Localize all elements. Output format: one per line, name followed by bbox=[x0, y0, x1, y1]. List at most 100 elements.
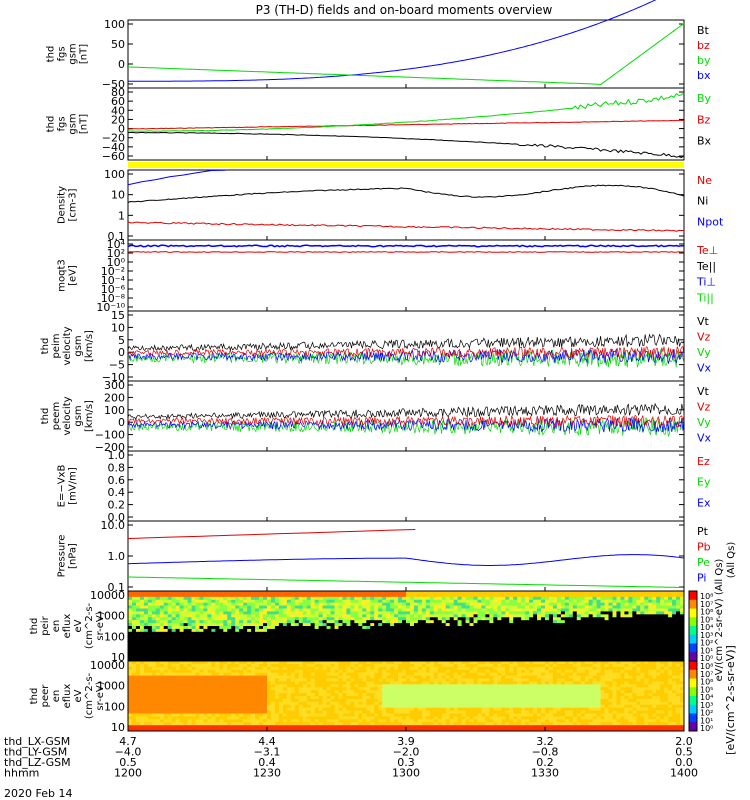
series-npot bbox=[127, 169, 226, 186]
colorbar-tick: 10² bbox=[700, 709, 713, 718]
y-tick-label: 100 bbox=[104, 404, 125, 417]
series-ni bbox=[127, 184, 685, 203]
series-pe bbox=[128, 576, 684, 588]
y-axis-label: [cm-3] bbox=[68, 188, 79, 221]
y-tick-label: −50 bbox=[102, 78, 125, 91]
y-tick-label: 0 bbox=[118, 416, 125, 429]
y-axis-label: [nPa] bbox=[68, 543, 79, 569]
y-tick-label: 0 bbox=[118, 58, 125, 71]
series-vz bbox=[127, 414, 685, 428]
y-axis-label: peir bbox=[40, 615, 51, 635]
y-tick-label: 40 bbox=[111, 104, 125, 117]
y-axis-label: peim bbox=[51, 333, 62, 358]
y-tick-label: 300 bbox=[104, 379, 125, 392]
y-axis-label: (cm^2-s- bbox=[84, 672, 95, 719]
legend-entry: Ti⊥ bbox=[696, 276, 716, 289]
date-label: 2020 Feb 14 bbox=[4, 787, 72, 800]
x-tick-label: −2.0 bbox=[393, 746, 420, 759]
y-tick-label: 1 bbox=[118, 209, 125, 222]
y-tick-label: 80 bbox=[111, 86, 125, 99]
colorbar-tick: 10¹ bbox=[700, 646, 713, 655]
colorbar-qs-label: (All Qs) bbox=[726, 542, 737, 579]
x-tick-label: 2.0 bbox=[675, 735, 693, 748]
chart-title: P3 (TH-D) fields and on-board moments ov… bbox=[256, 3, 553, 17]
y-axis-label: en bbox=[51, 690, 62, 703]
y-tick-label: 10⁴ bbox=[107, 238, 126, 251]
panel-pressure: 10.0 1.0 0.1 Pressure [nPa] Pt Pb Pe Pi bbox=[57, 519, 711, 594]
y-tick-label: −10 bbox=[102, 371, 125, 384]
y-axis-label: [km/s] bbox=[84, 330, 95, 362]
y-tick-label: 10 bbox=[111, 721, 125, 734]
y-tick-label: 10 bbox=[111, 651, 125, 664]
y-axis-label: (cm^2-s- bbox=[84, 602, 95, 649]
legend-entry: Vy bbox=[697, 416, 711, 429]
series-vt bbox=[127, 402, 685, 421]
panel-frame bbox=[127, 19, 685, 89]
panel-efield: 1.00.80.60.40.20.0 E=−VxB [mV/m] Ez Ey Ex bbox=[57, 449, 711, 524]
legend-entry: Bt bbox=[697, 24, 710, 37]
y-axis-label: [nT] bbox=[79, 114, 90, 134]
y-axis-label: thd bbox=[29, 618, 40, 635]
legend-entry: Bz bbox=[697, 113, 711, 126]
series-vy bbox=[127, 416, 685, 437]
y-tick-label: 0.4 bbox=[108, 486, 126, 499]
y-tick-label: 0 bbox=[118, 346, 125, 359]
y-tick-label: 15 bbox=[111, 309, 125, 322]
x-axis-table: thd_LX-GSM 4.7 4.4 3.9 3.2 2.0 thd_LY-GSM −4.0 −… bbox=[4, 735, 698, 800]
y-axis-label: [eV] bbox=[68, 265, 79, 286]
y-axis-label: eV bbox=[73, 689, 84, 702]
y-axis-label: [km/s] bbox=[84, 400, 95, 432]
spectrogram-peir bbox=[128, 591, 685, 662]
legend-entry: bx bbox=[697, 69, 711, 82]
y-tick-label: 1000 bbox=[97, 610, 125, 623]
x-tick-label: 1200 bbox=[114, 767, 142, 780]
y-tick-label: 10² bbox=[107, 247, 125, 260]
colorbar-tick: 10⁵ bbox=[700, 615, 713, 624]
x-tick-label: 4.7 bbox=[119, 735, 137, 748]
legend-entry: Vx bbox=[697, 362, 712, 375]
series-vz bbox=[127, 345, 685, 360]
colorbar-tick: 10⁶ bbox=[700, 608, 713, 617]
y-tick-label: −60 bbox=[102, 150, 125, 163]
y-tick-label: 1000 bbox=[97, 680, 125, 693]
x-tick-label: 1300 bbox=[392, 767, 420, 780]
y-axis-label: gsm bbox=[68, 43, 79, 64]
legend-entry: Vx bbox=[697, 432, 712, 445]
series-vt bbox=[127, 333, 685, 352]
x-tick-label: 0.4 bbox=[258, 756, 276, 769]
colorbar-label: [eV/(cm^2-s-sr-eV)] bbox=[724, 645, 737, 755]
y-tick-label: 10⁻² bbox=[101, 265, 125, 278]
series-vx bbox=[127, 348, 685, 364]
panel-fgs-gsm: 100 50 0 −50 thd fgs gsm [nT] Bt bz by bx bbox=[46, 0, 711, 91]
y-tick-label: 5 bbox=[118, 334, 125, 347]
legend-entry: bz bbox=[697, 39, 710, 52]
y-tick-label: 0.0 bbox=[108, 511, 126, 524]
colorbar-overlay-label: eV/(cm^2-sr-eV) (All Qs) bbox=[714, 559, 725, 682]
y-tick-label: 0 bbox=[118, 123, 125, 136]
colorbar-tick: 10⁷ bbox=[700, 670, 713, 679]
x-tick-label: −4.0 bbox=[115, 746, 142, 759]
colorbar-tick: 10³ bbox=[700, 631, 713, 640]
legend-entry: Ne bbox=[697, 174, 712, 187]
series-ne bbox=[127, 221, 685, 232]
colorbar-tick: 10² bbox=[700, 639, 713, 648]
series-bx bbox=[127, 131, 685, 159]
x-tick-label: 1230 bbox=[253, 767, 281, 780]
y-tick-label: 1.0 bbox=[108, 550, 126, 563]
legend-entry: Vz bbox=[697, 401, 711, 414]
y-axis-label: gsm bbox=[73, 405, 84, 426]
y-axis-label: peer bbox=[40, 684, 51, 708]
legend-entry: Ex bbox=[697, 496, 711, 509]
y-axis-label: gsm bbox=[73, 335, 84, 356]
colorbar-tick: 10³ bbox=[700, 701, 713, 710]
y-tick-label: −20 bbox=[102, 132, 125, 145]
legend-entry: Vz bbox=[697, 331, 711, 344]
series-bx bbox=[128, 0, 657, 82]
series-by bbox=[127, 23, 685, 86]
x-tick-label: 0.5 bbox=[675, 746, 693, 759]
y-tick-label: 60 bbox=[111, 95, 125, 108]
y-tick-label: 20 bbox=[111, 113, 125, 126]
y-axis-label: Density bbox=[57, 186, 68, 224]
